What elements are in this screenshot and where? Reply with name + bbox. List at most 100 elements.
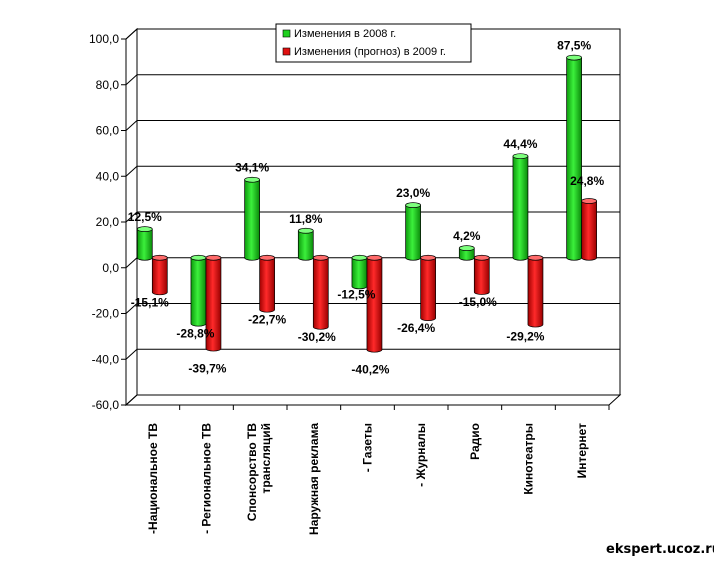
bar-red-cap — [312, 254, 329, 261]
gridline — [125, 74, 620, 86]
bar-green-cap — [297, 227, 314, 234]
category-label: - Региональное ТВ — [200, 423, 214, 534]
bar-red-cap — [581, 198, 597, 204]
data-label-2008: 87,5% — [557, 39, 591, 53]
data-label-2008: 12,5% — [128, 210, 162, 224]
category-label: Кинотеатры — [522, 423, 536, 495]
bar-green — [458, 245, 475, 261]
data-label-2008: -28,8% — [176, 327, 214, 341]
bar-red-body — [151, 257, 168, 296]
bar-green-cap — [190, 254, 207, 261]
bar-red — [581, 198, 597, 261]
category-label-line: Наружная реклама — [307, 423, 321, 535]
data-label-2009: -39,7% — [188, 362, 226, 376]
bar-red-cap — [366, 254, 383, 261]
data-labels: 12,5% -15,1% -28,8% -39,7% 34,1% -22,7% 11,8% -… — [128, 39, 605, 377]
legend-swatch-2009 — [282, 47, 291, 56]
legend-box — [275, 23, 472, 63]
bar-red — [205, 254, 222, 352]
data-label-2008: 11,8% — [289, 212, 323, 226]
y-tick-label: 20,0 — [96, 215, 120, 229]
bar-green-cap — [512, 153, 529, 160]
bar-green-cap — [136, 226, 153, 233]
bar-red-body — [473, 257, 490, 295]
data-label-2008: 23,0% — [396, 186, 430, 200]
gridline — [125, 394, 620, 406]
y-axis-ticks: -60,0 -40,0 -20,0 0,0 20,0 40,0 60,0 80,0 100,0 — [89, 32, 126, 412]
category-label-line: - Журналы — [414, 423, 428, 487]
gridlines — [125, 28, 620, 406]
bar-green-body — [351, 257, 368, 290]
data-label-2009: -15,0% — [459, 295, 497, 309]
gridline — [125, 120, 620, 131]
bar-green-body — [136, 228, 153, 261]
gridline — [125, 348, 620, 360]
bar-green-body — [512, 155, 529, 261]
bar-red — [151, 254, 168, 296]
bar-green-cap — [458, 245, 475, 251]
y-tick-label: 100,0 — [89, 32, 119, 46]
legend-swatch-2008 — [282, 29, 291, 38]
data-label-2009: -40,2% — [351, 363, 389, 377]
legend-label-2009: Изменения (прогноз) в 2009 г. — [294, 46, 446, 58]
data-label-2008: 44,4% — [503, 137, 537, 151]
bar-red-body — [527, 257, 544, 328]
category-label-line: -Национальное ТВ — [146, 423, 160, 534]
bar-red — [527, 254, 544, 328]
bar-red-cap — [473, 254, 490, 261]
bar-red-body — [312, 257, 329, 330]
y-tick-label: -40,0 — [92, 352, 120, 366]
y-tick-label: 0,0 — [102, 261, 119, 275]
category-label: - Журналы — [414, 423, 428, 487]
bar-red — [366, 254, 383, 353]
bar-red-cap — [420, 254, 436, 261]
data-label-2009: -15,1% — [131, 295, 169, 309]
legend-label-2008: Изменения в 2008 г. — [294, 28, 396, 40]
data-label-2008: -12,5% — [337, 287, 375, 301]
data-label-2009: -30,2% — [298, 330, 336, 344]
category-labels: -Национальное ТВ - Региональное ТВ Спонсор… — [146, 405, 610, 535]
bar-green — [351, 254, 368, 290]
data-label-2009: -22,7% — [248, 313, 286, 327]
data-label-2009: -26,4% — [397, 321, 435, 335]
data-label-2008: 4,2% — [453, 229, 481, 243]
bar-green-body — [190, 257, 207, 327]
bar-green — [136, 226, 153, 261]
bar-red — [312, 254, 329, 330]
category-label: - Газеты — [361, 423, 375, 472]
bar-red-cap — [527, 254, 544, 261]
bar-green-body — [405, 204, 421, 261]
data-label-2009: 24,8% — [570, 174, 604, 188]
bar-red-body — [366, 257, 383, 353]
y-tick-label: -60,0 — [92, 398, 120, 412]
category-label-line: трансляций — [259, 423, 273, 494]
gridline — [125, 303, 620, 314]
bar-red-body — [420, 257, 436, 321]
category-label: Радио — [468, 423, 482, 460]
bar-red — [473, 254, 490, 295]
bar-green — [512, 153, 529, 261]
bar-green-body — [297, 230, 314, 261]
category-label-line: - Газеты — [361, 423, 375, 472]
bar-green-body — [244, 179, 260, 261]
bar-red-cap — [205, 254, 222, 261]
category-label-line: Спонсорство ТВ — [245, 423, 259, 522]
bar-green — [566, 54, 582, 261]
bar-red — [259, 254, 275, 313]
bar-green — [244, 176, 260, 261]
y-tick-label: 40,0 — [96, 169, 120, 183]
category-label: Интернет — [575, 423, 589, 479]
category-label-line: - Региональное ТВ — [200, 423, 214, 534]
bar-green-cap — [566, 54, 582, 61]
y-tick-label: 80,0 — [96, 78, 120, 92]
y-tick-label: 60,0 — [96, 124, 120, 138]
category-label-line: Кинотеатры — [522, 423, 536, 495]
category-label: Наружная реклама — [307, 423, 321, 535]
bar-red-body — [205, 257, 222, 352]
data-label-2009: -29,2% — [506, 330, 544, 344]
bars — [136, 54, 597, 353]
bar-green — [190, 254, 207, 327]
category-label: Спонсорство ТВ трансляций — [245, 423, 273, 522]
bar-green-body — [566, 57, 582, 261]
